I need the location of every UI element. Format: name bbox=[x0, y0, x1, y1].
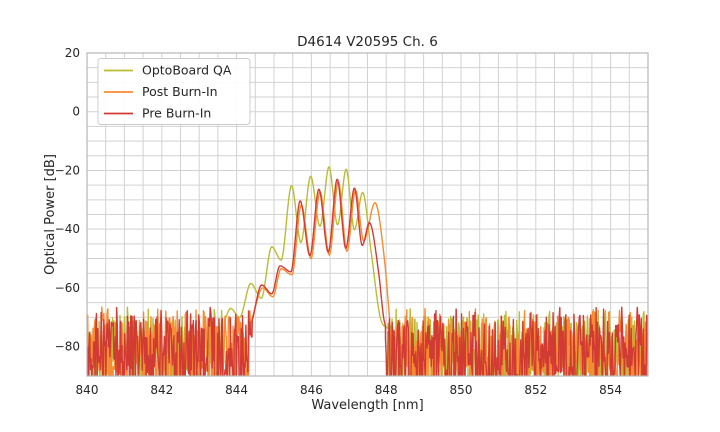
trace-pre-burn-in bbox=[87, 178, 648, 376]
chart-title: D4614 V20595 Ch. 6 bbox=[297, 34, 438, 50]
y-tick-20: 20 bbox=[65, 46, 80, 60]
y-tick-0: 0 bbox=[72, 105, 80, 119]
x-tick-850: 850 bbox=[450, 383, 473, 397]
x-tick-842: 842 bbox=[150, 383, 173, 397]
legend-label-post-burn-in: Post Burn-In bbox=[142, 84, 218, 99]
y-tick--60: −60 bbox=[55, 281, 80, 295]
legend-box bbox=[97, 58, 251, 125]
y-axis-tick-labels: 20 0 −20 −40 −60 −80 bbox=[55, 46, 80, 354]
y-tick--40: −40 bbox=[55, 222, 80, 236]
y-tick--80: −80 bbox=[55, 340, 80, 354]
legend-label-pre-burn-in: Pre Burn-In bbox=[142, 106, 211, 121]
legend-item-optoboard-qa: OptoBoard QA bbox=[104, 63, 232, 78]
y-axis-label: Optical Power [dB] bbox=[43, 154, 58, 275]
x-tick-840: 840 bbox=[76, 383, 99, 397]
legend: OptoBoard QA Post Burn-In Pre Burn-In bbox=[97, 58, 251, 125]
spectrum-traces bbox=[87, 166, 648, 376]
legend-label-optoboard-qa: OptoBoard QA bbox=[142, 63, 232, 78]
x-axis-tick-labels: 840 842 844 846 848 850 852 854 bbox=[76, 383, 623, 397]
y-tick--20: −20 bbox=[55, 163, 80, 177]
x-tick-854: 854 bbox=[599, 383, 622, 397]
trace-post-burn-in bbox=[87, 180, 648, 376]
x-tick-846: 846 bbox=[300, 383, 323, 397]
x-tick-852: 852 bbox=[524, 383, 547, 397]
plot-border bbox=[86, 52, 649, 377]
x-axis-label: Wavelength [nm] bbox=[311, 398, 423, 413]
legend-item-post-burn-in: Post Burn-In bbox=[104, 84, 218, 99]
x-tick-848: 848 bbox=[375, 383, 398, 397]
x-tick-844: 844 bbox=[225, 383, 248, 397]
legend-item-pre-burn-in: Pre Burn-In bbox=[104, 106, 211, 121]
